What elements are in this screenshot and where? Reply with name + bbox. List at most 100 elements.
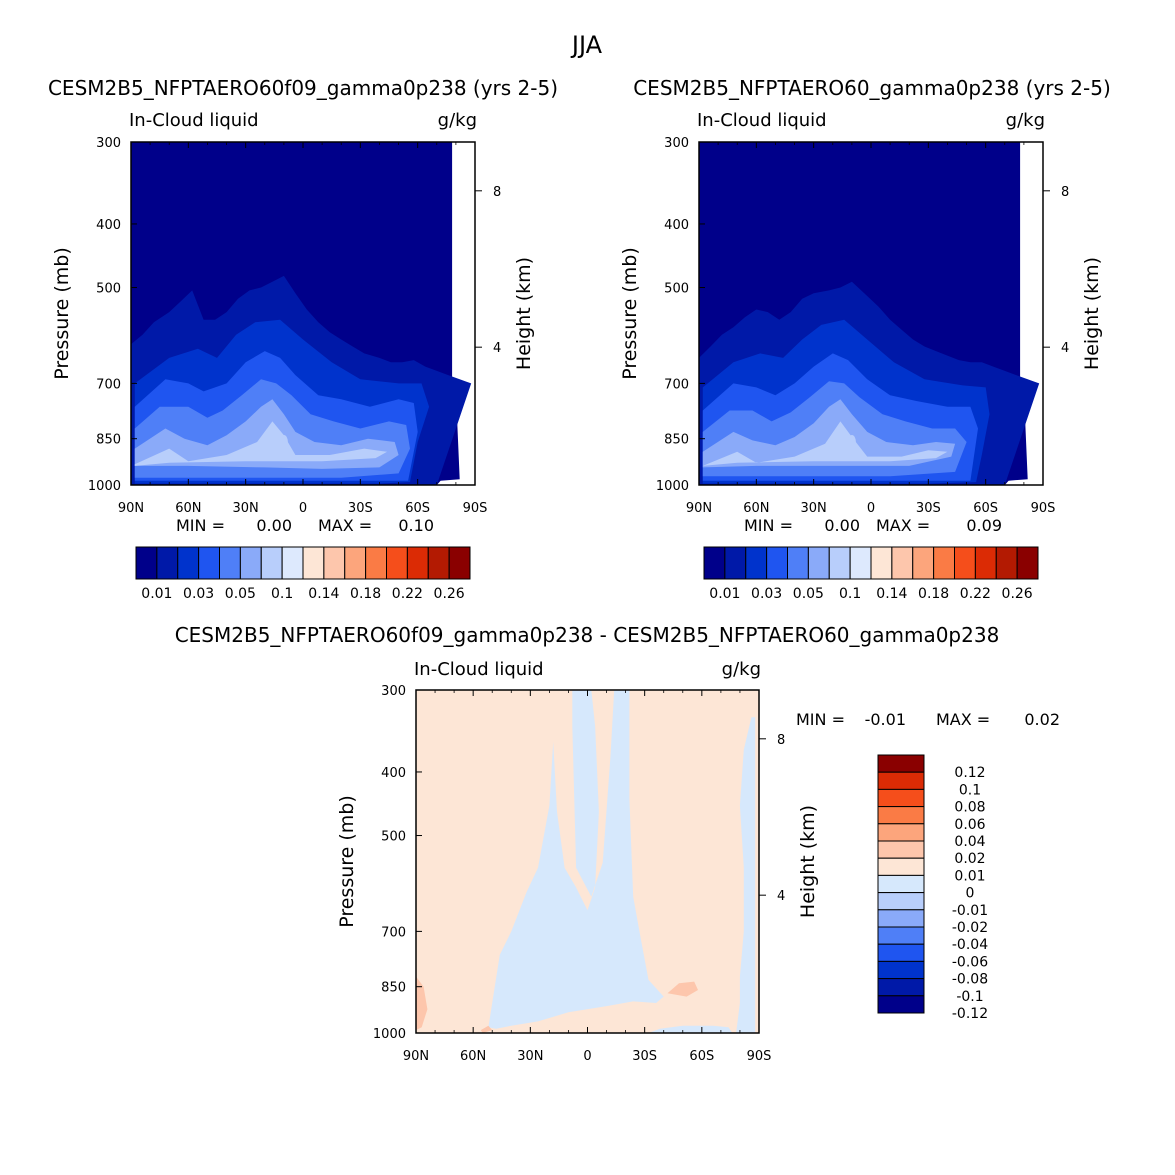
colorbar-label: 0.1 [839,586,861,602]
contour-fill-negative [736,717,756,1033]
y2-tick-label: 8 [493,185,501,200]
y2-tick-label: 4 [493,341,501,356]
y2-tick-label: 4 [777,889,785,904]
x-tick-label: 30S [632,1049,657,1064]
colorbar-box [219,546,241,580]
colorbar-box [135,546,158,580]
colorbar-label: 0.26 [434,586,465,602]
contour-fill-level-6 [134,421,388,466]
colorbar-box [877,771,925,790]
colorbar-box [281,546,304,580]
colorbar-box [912,546,935,580]
max-label: MAX = [876,516,930,535]
colorbar-box [877,823,925,842]
x-tick-label: 30S [348,501,373,516]
panel-top-left: 90N 60N 30N 0 30S 60S 90S 300 400 500 700 850 1000 8 4… [48,76,558,602]
contour-fill-level-5 [702,399,956,468]
colorbar-label: 0.05 [225,586,256,602]
colorbar-box [427,546,450,580]
y-tick-label: 850 [96,433,121,448]
y-tick-label: 500 [381,830,406,845]
colorbar-label: 0.1 [959,782,981,798]
y-tick-label: 1000 [373,1027,406,1042]
contour-fill-negative [488,690,664,1029]
colorbar-label: 0.08 [954,800,985,816]
x-tick-label: 90S [747,1049,772,1064]
colorbar-box [766,546,788,580]
x-tick-label: 90S [463,501,488,516]
colorbar-box [156,546,179,580]
colorbar-box [177,546,200,580]
max-label: MAX = [936,710,990,729]
colorbar-box [406,546,429,580]
contour-core-max [847,435,856,450]
x-tick-label: 90S [1031,501,1056,516]
y-tick-label: 500 [96,282,121,297]
colorbar-label: 0.14 [308,586,339,602]
colorbar-box [877,788,925,808]
colorbar-box [302,546,325,580]
x-tick-label: 30N [517,1049,543,1064]
colorbar-box [386,546,408,580]
y2-axis-label: Height (km) [1081,257,1103,370]
colorbar-box [1016,546,1039,580]
max-value: 0.10 [398,516,434,535]
x-tick-label: 60S [973,501,998,516]
x-tick-label: 60N [743,501,769,516]
colorbar-label: 0 [966,886,975,902]
min-label: MIN = [744,516,793,535]
x-tick-label: 90N [118,501,144,516]
y-tick-label: 700 [381,925,406,940]
page-title: JJA [570,31,603,59]
x-tick-label: 60S [689,1049,714,1064]
colorbar-box [877,926,925,945]
x-tick-label: 90N [686,501,712,516]
min-value: 0.00 [824,516,860,535]
y2-axis-label: Height (km) [513,257,535,370]
x-tick-label: 30N [233,501,259,516]
field-label: In-Cloud liquid [129,110,259,131]
units-label: g/kg [438,110,477,131]
colorbar-box [724,546,747,580]
colorbar-box [877,960,925,980]
min-label: MIN = [176,516,225,535]
y-tick-label: 300 [664,136,689,151]
field-label: In-Cloud liquid [414,659,544,680]
y2-tick-label: 8 [1061,185,1069,200]
colorbar-label: -0.1 [956,989,983,1005]
x-tick-label: 0 [867,501,875,516]
x-tick-label: 0 [299,501,307,516]
colorbar-box [954,546,976,580]
colorbar-box [995,546,1018,580]
y-axis-label: Pressure (mb) [619,247,641,380]
colorbar-box [745,546,768,580]
colorbar-box [877,840,925,859]
y-axis-label: Pressure (mb) [51,247,73,380]
colorbar-label: 0.06 [954,817,985,833]
colorbar-label: -0.01 [952,903,988,919]
colorbar-box [323,546,346,580]
colorbar-label: 0.22 [392,586,423,602]
field-label: In-Cloud liquid [697,110,827,131]
colorbar-label: -0.04 [952,937,988,953]
contour-fill-level-6 [702,421,948,466]
colorbar-box [849,546,872,580]
colorbar-label: 0.14 [876,586,907,602]
colorbar-box [787,546,809,580]
x-tick-label: 0 [583,1049,591,1064]
x-tick-label: 30N [801,501,827,516]
y2-tick-label: 8 [777,733,785,748]
colorbar-label: 0.22 [960,586,991,602]
colorbar-box [877,943,925,962]
panel-title: CESM2B5_NFPTAERO60f09_gamma0p238 (yrs 2-… [48,76,558,100]
min-value: -0.01 [865,710,906,729]
colorbar-label: 0.01 [141,586,172,602]
colorbar-box [877,978,925,997]
panel-top-right: 90N 60N 30N 0 30S 60S 90S 300 400 500 700 850 1000 8 4… [619,76,1111,602]
x-tick-label: 30S [916,501,941,516]
colorbar-box [828,546,851,580]
x-tick-label: 90N [403,1049,429,1064]
colorbar-box [877,874,925,894]
colorbar-label: 0.03 [183,586,214,602]
